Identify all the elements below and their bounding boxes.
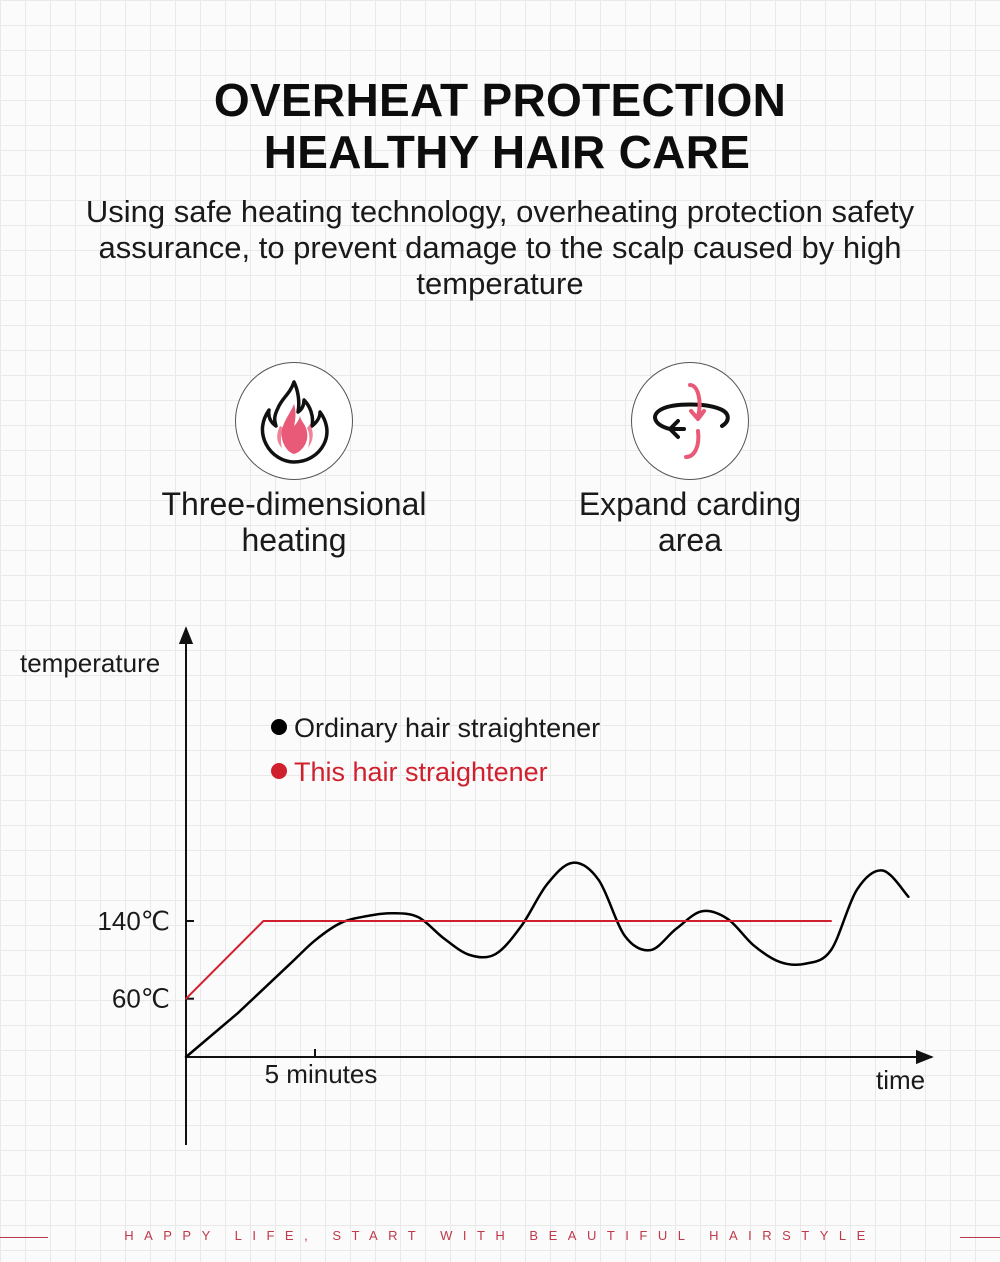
rotate-arrows-icon	[631, 362, 749, 480]
flame-icon	[235, 362, 353, 480]
legend-marker-0	[271, 719, 287, 735]
subtitle: Using safe heating technology, overheati…	[85, 194, 915, 301]
feature-label: Expand carding area	[578, 486, 802, 558]
x-axis-label: time	[876, 1065, 925, 1095]
series-line-ordinary	[184, 861, 910, 1059]
feature-label: Three-dimensional heating	[161, 486, 427, 558]
feature-expand-carding-area: Expand carding area	[525, 362, 855, 558]
series-line-this-product	[185, 920, 832, 1000]
title-line-2: HEALTHY HAIR CARE	[263, 126, 751, 178]
title-line-1: OVERHEAT PROTECTION	[213, 74, 787, 126]
temperature-chart: temperature time 60℃ 140℃ 5 minutes Ordina…	[20, 626, 934, 1145]
page-title: OVERHEAT PROTECTION HEALTHY HAIR CARE	[0, 74, 1000, 178]
feature-three-dimensional-heating: Three-dimensional heating	[129, 362, 459, 558]
footer-line-right	[960, 1237, 1000, 1238]
x-tick-label-0: 5 minutes	[265, 1059, 378, 1089]
y-axis-label: temperature	[20, 648, 160, 678]
y-tick-label-1: 140℃	[97, 906, 170, 936]
legend-marker-1	[271, 763, 287, 779]
footer-line-left	[0, 1237, 48, 1238]
y-tick-label-0: 60℃	[112, 984, 170, 1014]
legend-label-0: Ordinary hair straightener	[294, 713, 600, 743]
legend-label-1: This hair straightener	[294, 757, 548, 787]
footer-tagline: HAPPY LIFE, START WITH BEAUTIFUL HAIRSTY…	[124, 1228, 876, 1243]
